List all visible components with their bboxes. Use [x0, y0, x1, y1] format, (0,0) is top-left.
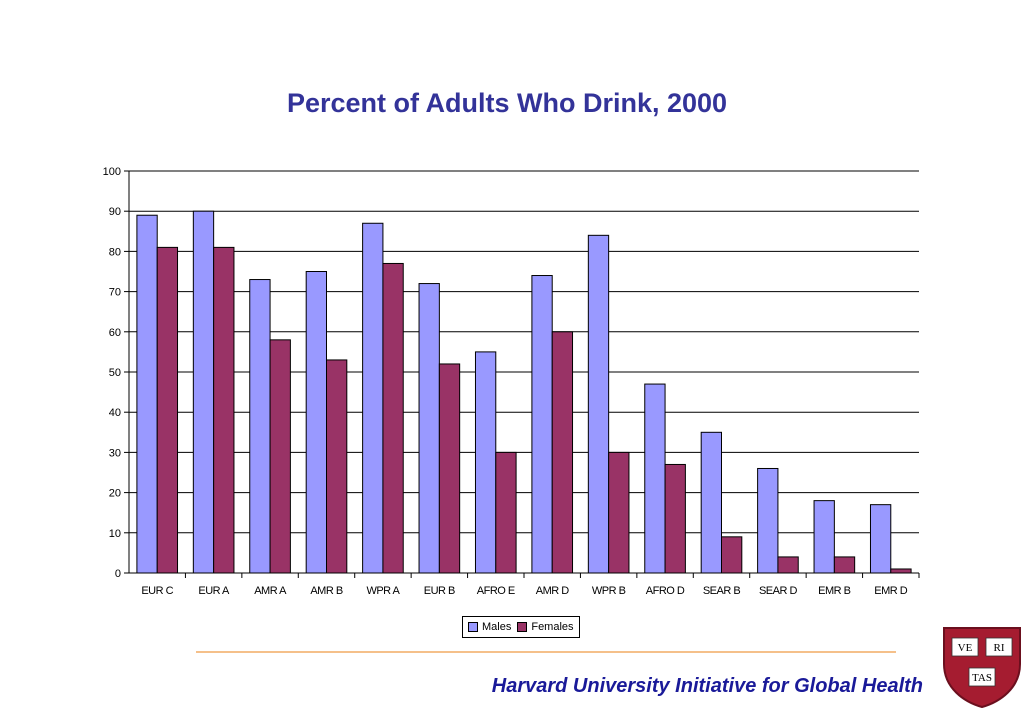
bar-females [777, 556, 799, 574]
y-tick-label: 100 [103, 166, 121, 178]
bar-females [269, 339, 291, 574]
footer-divider [196, 651, 896, 653]
bar-males [136, 214, 158, 574]
legend-item-females: Females [517, 621, 574, 633]
bar-females [890, 568, 912, 574]
bar-females [382, 262, 404, 574]
bar-females [495, 451, 517, 574]
x-tick-label: SEAR D [759, 585, 798, 597]
y-tick-label: 10 [109, 528, 121, 540]
x-tick-label: EMR D [874, 585, 908, 597]
x-tick-label: SEAR B [703, 585, 741, 597]
bar-females [438, 363, 461, 574]
y-tick-label: 0 [115, 568, 121, 580]
bar-males [474, 351, 497, 574]
x-tick-label: EUR B [424, 585, 455, 597]
bar-females [608, 451, 630, 574]
shield-text-tas: TAS [972, 672, 992, 684]
bar-males [869, 504, 892, 574]
bar-males [362, 222, 384, 574]
legend-swatch-females [517, 622, 528, 632]
y-tick-label: 90 [109, 206, 121, 218]
y-tick-label: 40 [109, 407, 121, 419]
legend-label-males: Males [482, 621, 512, 633]
bar-females [833, 556, 856, 574]
bar-females [664, 463, 686, 574]
chart-title: Percent of Adults Who Drink, 2000 [286, 88, 728, 118]
x-tick-label: WPR A [366, 585, 400, 597]
y-tick-label: 80 [109, 246, 121, 258]
y-tick-label: 20 [109, 488, 121, 500]
x-tick-label: AMR B [310, 585, 343, 597]
bar-males [192, 210, 215, 574]
bar-females [551, 331, 574, 574]
y-tick-label: 60 [109, 327, 121, 339]
x-tick-label: EUR A [198, 585, 230, 597]
y-tick-label: 50 [109, 367, 121, 379]
bar-males [700, 431, 723, 574]
bar-females [156, 246, 179, 574]
bar-males [418, 283, 440, 574]
x-tick-label: AFRO D [646, 585, 685, 597]
bar-males [531, 275, 553, 574]
legend: Males Females [462, 616, 580, 638]
x-tick-label: WPR B [592, 585, 626, 597]
x-tick-label: AFRO E [477, 585, 515, 597]
legend-item-males: Males [468, 621, 511, 633]
bar-males [757, 467, 779, 574]
bar-males [644, 383, 666, 574]
bar-females [721, 536, 743, 574]
harvard-shield-icon: VE RI TAS [943, 627, 1021, 708]
x-tick-label: AMR D [536, 585, 570, 597]
bar-males [249, 279, 271, 574]
x-tick-label: EUR C [141, 585, 173, 597]
bar-males [305, 271, 327, 574]
footer-text: Harvard University Initiative for Global… [491, 675, 923, 697]
x-tick-label: EMR B [818, 585, 851, 597]
bar-females [213, 246, 235, 574]
legend-swatch-males [468, 622, 478, 632]
bar-males [587, 234, 610, 574]
y-tick-label: 30 [109, 447, 121, 459]
x-tick-label: AMR A [254, 585, 287, 597]
y-tick-label: 70 [109, 287, 121, 299]
shield-text-ri: RI [994, 642, 1005, 654]
legend-label-females: Females [531, 621, 574, 633]
bar-males [813, 500, 835, 574]
shield-text-ve: VE [958, 642, 973, 654]
bar-females [326, 359, 348, 574]
